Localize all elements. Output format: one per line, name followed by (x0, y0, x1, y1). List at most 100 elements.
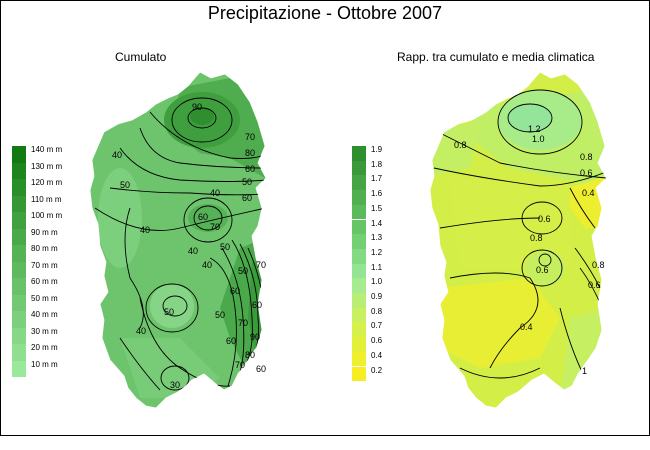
cumulative-legend-label: 140 m m (31, 145, 63, 154)
cumulative-legend-swatch (12, 311, 26, 328)
ratio-legend-swatch (352, 263, 366, 279)
contour-label: 60 (252, 300, 262, 310)
ratio-legend-label: 1.5 (371, 203, 383, 213)
ratio-legend-swatch (352, 351, 366, 367)
contour-label: 0.8 (530, 233, 543, 243)
contour-label: 60 (245, 164, 255, 174)
contour-label: 60 (242, 193, 252, 203)
ratio-legend-swatch (352, 234, 366, 249)
ratio-legend-label: 1.3 (371, 233, 383, 243)
ratio-legend-label: 1.4 (371, 218, 383, 228)
cumulative-legend-swatch (12, 162, 26, 179)
contour-label: 0.4 (582, 188, 595, 198)
ratio-legend-label: 1.8 (371, 159, 383, 169)
ratio-legend-label: 0.2 (371, 365, 383, 375)
cumulative-legend-swatch (12, 179, 26, 196)
ratio-legend-swatch (352, 146, 366, 161)
contour-label: 40 (188, 246, 198, 256)
cumulative-legend-label: 80 m m (31, 244, 58, 253)
contour-label: 0.6 (580, 168, 593, 178)
cumulative-legend-swatch (12, 195, 26, 212)
contour-label: 80 (245, 350, 255, 360)
right-contour-labels: 1.2 1.0 0.8 0.8 0.6 0.4 0.6 0.8 0.6 0.4 … (454, 124, 605, 376)
contour-label: 80 (245, 148, 255, 158)
contour-label: 60 (226, 336, 236, 346)
contour-label: 90 (192, 102, 202, 112)
cumulative-legend-swatch (12, 261, 26, 278)
cumulative-legend-swatch (12, 212, 26, 229)
contour-label: 70 (256, 260, 266, 270)
contour-label: 40 (202, 260, 212, 270)
ratio-legend-label: 1.7 (371, 174, 383, 184)
cumulative-legend-swatch (12, 294, 26, 311)
contour-label: 40 (140, 225, 150, 235)
contour-label: 70 (245, 132, 255, 142)
ratio-legend-swatch (352, 307, 366, 323)
ratio-legend-swatch (352, 337, 366, 352)
cumulative-legend-label: 130 m m (31, 161, 63, 171)
contour-label: 50 (164, 307, 174, 317)
ratio-legend-label: 0.7 (371, 321, 383, 331)
cumulative-legend-label: 110 m m (31, 194, 62, 204)
contour-label: 0.8 (454, 140, 467, 150)
ratio-legend-swatch (352, 322, 366, 338)
left-contour-labels: 90 80 70 60 50 40 50 60 70 60 50 40 40 4… (112, 102, 266, 390)
cumulative-legend-label: 60 m m (31, 277, 58, 286)
contour-label: 1 (582, 366, 587, 376)
contour-label: 0.4 (520, 322, 533, 332)
cumulative-legend-label: 20 m m (31, 343, 58, 352)
ratio-legend-swatch (352, 293, 366, 308)
ratio-legend-label: 0.6 (371, 336, 383, 346)
ratio-legend-label: 1.0 (371, 277, 383, 287)
contour-label: 40 (136, 326, 146, 336)
contour-label: 50 (220, 242, 230, 252)
contour-label: 0.8 (592, 260, 605, 270)
cumulative-legend-label: 50 m m (31, 293, 58, 303)
contour-label: 40 (112, 150, 122, 160)
ratio-legend-label: 1.9 (371, 145, 383, 154)
contour-label: 70 (238, 318, 248, 328)
cumulative-legend-swatch (12, 228, 26, 245)
contour-label: 60 (198, 212, 208, 222)
contour-label: 0.6 (538, 214, 551, 224)
contour-label: 0.6 (536, 265, 549, 275)
contour-label: 0.6 (588, 280, 601, 290)
contour-label: 1.0 (532, 134, 545, 144)
ratio-legend-label: 0.4 (371, 350, 383, 360)
cumulative-legend: 140 m m 130 m m 120 m m 110 m m 100 m m 90 m … (12, 145, 72, 378)
contour-label: 50 (215, 310, 225, 320)
contour-label: 70 (235, 360, 245, 370)
ratio-legend-label: 0.9 (371, 292, 383, 301)
contour-label: 1.2 (528, 124, 541, 134)
contour-label: 40 (210, 188, 220, 198)
contour-label: 60 (230, 286, 240, 296)
contour-label: 50 (120, 180, 130, 190)
cumulative-legend-swatch (12, 146, 26, 163)
contour-label: 50 (242, 177, 252, 187)
contour-label: 70 (210, 222, 220, 232)
cumulative-legend-swatch (12, 360, 26, 377)
ratio-legend-swatch (352, 219, 366, 235)
ratio-legend-swatch (352, 204, 366, 220)
contour-label: 30 (170, 380, 180, 390)
contour-label: 0.8 (580, 152, 593, 162)
cumulative-legend-label: 30 m m (31, 326, 58, 336)
cumulative-legend-label: 70 m m (31, 260, 58, 270)
cumulative-legend-label: 100 m m (31, 211, 63, 220)
cumulative-legend-swatch (12, 344, 26, 361)
ratio-legend: 1.9 1.8 1.7 1.6 1.5 1.4 1.3 1.2 1.1 1.0 0.9 0.8 0.7 0… (352, 145, 392, 382)
ratio-legend-swatch (352, 278, 366, 293)
precipitation-ratio-map: 1.2 1.0 0.8 0.8 0.6 0.4 0.6 0.8 0.6 0.4 … (429, 71, 607, 409)
cumulative-precipitation-map: 90 80 70 60 50 40 50 60 70 60 50 40 40 4… (89, 71, 267, 409)
cumulative-legend-label: 90 m m (31, 227, 58, 237)
cumulative-legend-swatch (12, 245, 26, 262)
figure-title: Precipitazione - Ottobre 2007 (207, 3, 443, 23)
contour-label: 60 (256, 364, 266, 374)
cumulative-legend-swatch (12, 278, 26, 295)
ratio-legend-label: 1.1 (371, 262, 383, 272)
cumulative-legend-swatch (12, 327, 26, 344)
right-panel-subtitle: Rapp. tra cumulato e media climatica (397, 50, 595, 64)
cumulative-legend-label: 120 m m (31, 178, 63, 187)
ratio-legend-swatch (352, 175, 366, 191)
cumulative-legend-label: 40 m m (31, 310, 58, 319)
